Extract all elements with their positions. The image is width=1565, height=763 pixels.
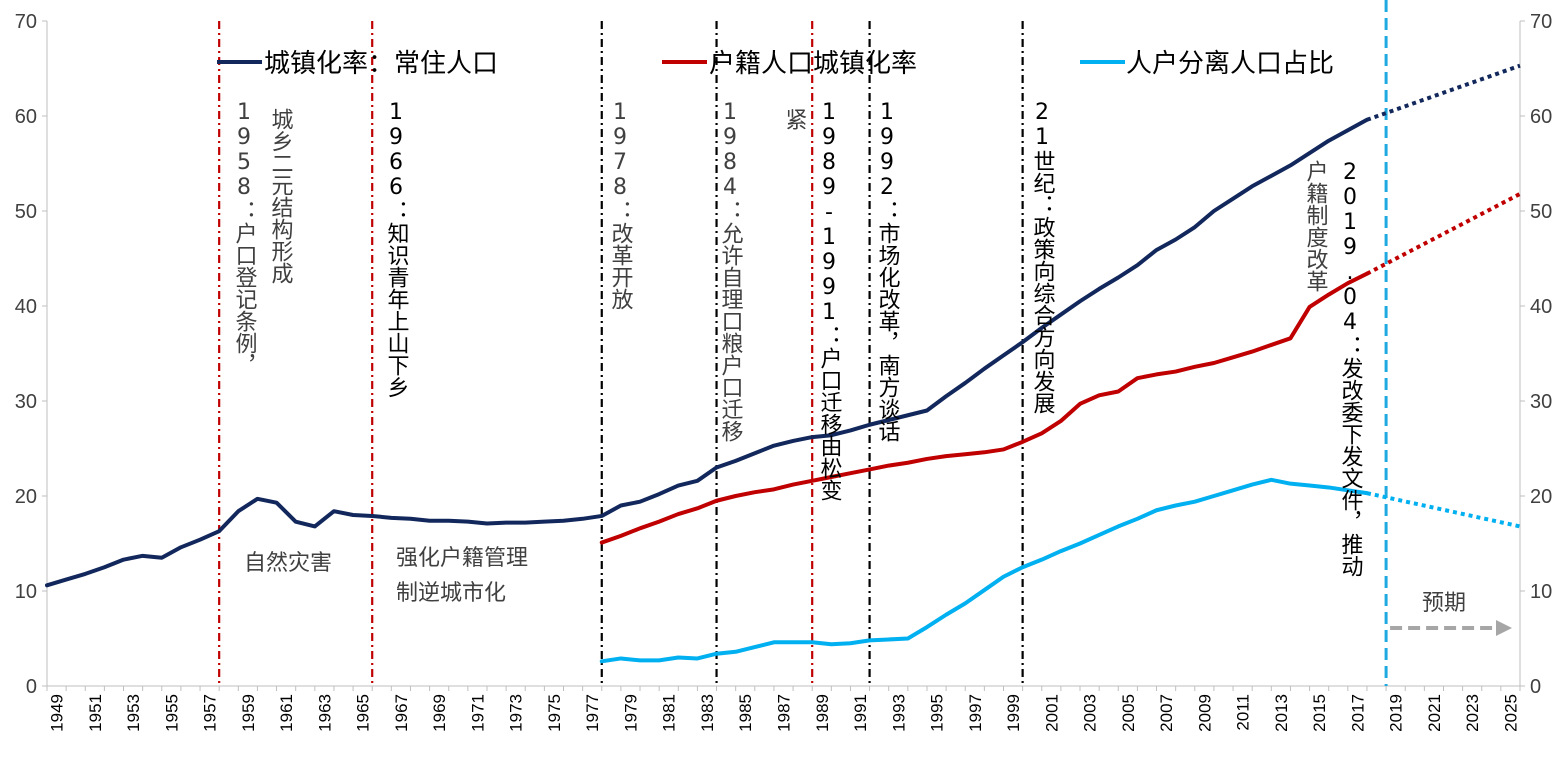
anno-1958: 1958：户口登记条例， xyxy=(232,100,258,376)
expect-arrow xyxy=(1390,620,1512,636)
y-tick-label-right: 60 xyxy=(1530,106,1552,128)
x-tick-label: 2001 xyxy=(1042,694,1061,732)
x-tick-label: 2005 xyxy=(1119,694,1138,732)
x-tick-label: 1955 xyxy=(162,694,181,732)
anno-1992: 1992：市场化改革，南方谈话 xyxy=(875,100,901,442)
y-tick-label-left: 50 xyxy=(15,201,37,223)
anno-1984: 1984：允许自理口粮户口迁移 xyxy=(718,100,744,442)
x-tick-label: 2009 xyxy=(1195,694,1214,732)
x-tick-label: 1957 xyxy=(201,694,220,732)
x-tick-label: 1965 xyxy=(354,694,373,732)
y-tick-label-right: 70 xyxy=(1530,11,1552,33)
x-tick-label: 1959 xyxy=(239,694,258,732)
y-tick-label-right: 10 xyxy=(1530,581,1552,603)
series-line-1 xyxy=(599,271,1369,545)
x-tick-label: 2019 xyxy=(1387,694,1406,732)
x-tick-label: 1995 xyxy=(928,694,947,732)
series-line-0 xyxy=(45,117,1369,588)
anno-expect: 预期 xyxy=(1422,591,1466,616)
x-tick-label: 2007 xyxy=(1157,694,1176,732)
x-tick-label: 1949 xyxy=(48,694,67,732)
series-forecast-2 xyxy=(1366,491,1521,529)
anno-21st-century: 21世纪：政策向综合方向发展 xyxy=(1030,100,1056,414)
x-tick-label: 1973 xyxy=(507,694,526,732)
x-tick-label: 1963 xyxy=(315,694,334,732)
anno-1978: 1978：改革开放 xyxy=(608,100,634,310)
x-tick-label: 1983 xyxy=(698,694,717,732)
x-tick-label: 2023 xyxy=(1463,694,1482,732)
y-tick-label-left: 40 xyxy=(15,296,37,318)
x-tick-label: 2025 xyxy=(1501,694,1520,732)
x-tick-label: 1987 xyxy=(775,694,794,732)
anno-natural-disaster: 自然灾害 xyxy=(244,551,332,576)
x-tick-label: 1993 xyxy=(889,694,908,732)
y-tick-label-left: 0 xyxy=(26,676,37,698)
x-tick-label: 1981 xyxy=(660,694,679,732)
x-tick-label: 2015 xyxy=(1310,694,1329,732)
anno-control-line1: 强化户籍管理 xyxy=(396,546,528,571)
anno-hukou-reform: 户籍制度改革 xyxy=(1303,160,1329,292)
x-tick-label: 2013 xyxy=(1272,694,1291,732)
x-tick-label: 1953 xyxy=(124,694,143,732)
x-tick-label: 1951 xyxy=(86,694,105,732)
series-line-2 xyxy=(599,477,1369,664)
x-tick-label: 1969 xyxy=(430,694,449,732)
y-tick-label-left: 30 xyxy=(15,391,37,413)
x-tick-label: 2003 xyxy=(1081,694,1100,732)
x-tick-label: 1979 xyxy=(621,694,640,732)
y-tick-label-left: 20 xyxy=(15,486,37,508)
y-tick-label-left: 70 xyxy=(15,11,37,33)
x-tick-label: 1971 xyxy=(468,694,487,732)
x-tick-label: 1989 xyxy=(813,694,832,732)
series-forecast-1 xyxy=(1366,192,1521,276)
y-tick-label-left: 10 xyxy=(15,581,37,603)
legend-label-urban-resident: 城镇化率：常住人口 xyxy=(264,49,498,79)
anno-1966: 1966：知识青年上山下乡 xyxy=(384,100,410,398)
x-tick-label: 1997 xyxy=(966,694,985,732)
expect-arrow-head xyxy=(1496,620,1512,636)
x-tick-label: 1961 xyxy=(277,694,296,732)
x-tick-label: 2017 xyxy=(1348,694,1367,732)
series-lines xyxy=(45,63,1521,664)
legend-label-separation: 人户分离人口占比 xyxy=(1126,49,1334,79)
anno-tighten: 紧 xyxy=(782,108,807,130)
y-tick-label-right: 50 xyxy=(1530,201,1552,223)
series-forecast-0 xyxy=(1366,63,1521,122)
anno-dual-structure: 城乡二元结构形成 xyxy=(268,108,294,284)
annotations: 城乡二元结构形成 1958：户口登记条例， 1966：知识青年上山下乡 1978… xyxy=(232,100,1467,616)
x-tick-label: 1977 xyxy=(583,694,602,732)
anno-1989: 1989-1991：户口迁移由松变 xyxy=(817,100,843,501)
legend-label-hukou: 户籍人口城镇化率 xyxy=(709,49,917,79)
x-tick-label: 2021 xyxy=(1425,694,1444,732)
x-tick-label: 1999 xyxy=(1004,694,1023,732)
legend: 城镇化率：常住人口 户籍人口城镇化率 人户分离人口占比 xyxy=(217,49,1334,79)
y-tick-label-left: 60 xyxy=(15,106,37,128)
x-tick-label: 1991 xyxy=(851,694,870,732)
y-tick-label-right: 0 xyxy=(1530,676,1541,698)
y-tick-label-right: 30 xyxy=(1530,391,1552,413)
x-tick-label: 1975 xyxy=(545,694,564,732)
x-tick-label: 2011 xyxy=(1234,694,1253,731)
y-tick-label-right: 40 xyxy=(1530,296,1552,318)
x-tick-label: 1967 xyxy=(392,694,411,732)
x-tick-label: 1985 xyxy=(736,694,755,732)
anno-control-line2: 制逆城市化 xyxy=(396,581,506,606)
axes: 0 0 10 10 20 20 30 30 40 40 50 50 60 60 70 70 1949 1951 19… xyxy=(15,11,1553,732)
y-tick-label-right: 20 xyxy=(1530,486,1552,508)
anno-2019: 2019.04：发改委下发文件，推动 xyxy=(1338,160,1364,577)
